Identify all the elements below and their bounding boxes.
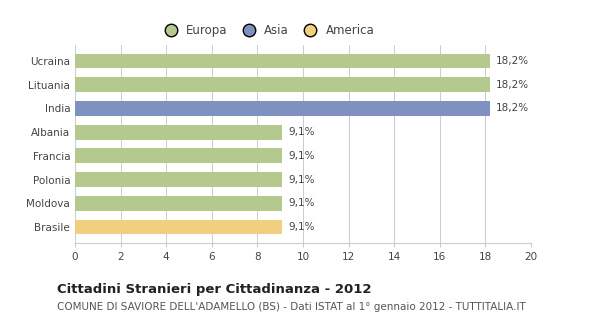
Bar: [75, 148, 283, 163]
Text: 9,1%: 9,1%: [288, 174, 314, 185]
Text: 9,1%: 9,1%: [288, 151, 314, 161]
Bar: [75, 220, 283, 234]
Bar: [75, 196, 283, 211]
Bar: [75, 125, 283, 140]
Bar: [75, 54, 490, 68]
Bar: [75, 172, 283, 187]
Text: 18,2%: 18,2%: [496, 56, 529, 66]
Bar: [75, 101, 490, 116]
Bar: [75, 77, 490, 92]
Text: 9,1%: 9,1%: [288, 127, 314, 137]
Text: Cittadini Stranieri per Cittadinanza - 2012: Cittadini Stranieri per Cittadinanza - 2…: [57, 283, 371, 296]
Text: 18,2%: 18,2%: [496, 103, 529, 114]
Text: 9,1%: 9,1%: [288, 222, 314, 232]
Text: 18,2%: 18,2%: [496, 80, 529, 90]
Text: COMUNE DI SAVIORE DELL'ADAMELLO (BS) - Dati ISTAT al 1° gennaio 2012 - TUTTITALI: COMUNE DI SAVIORE DELL'ADAMELLO (BS) - D…: [57, 302, 526, 312]
Legend: Europa, Asia, America: Europa, Asia, America: [154, 19, 379, 41]
Text: 9,1%: 9,1%: [288, 198, 314, 208]
